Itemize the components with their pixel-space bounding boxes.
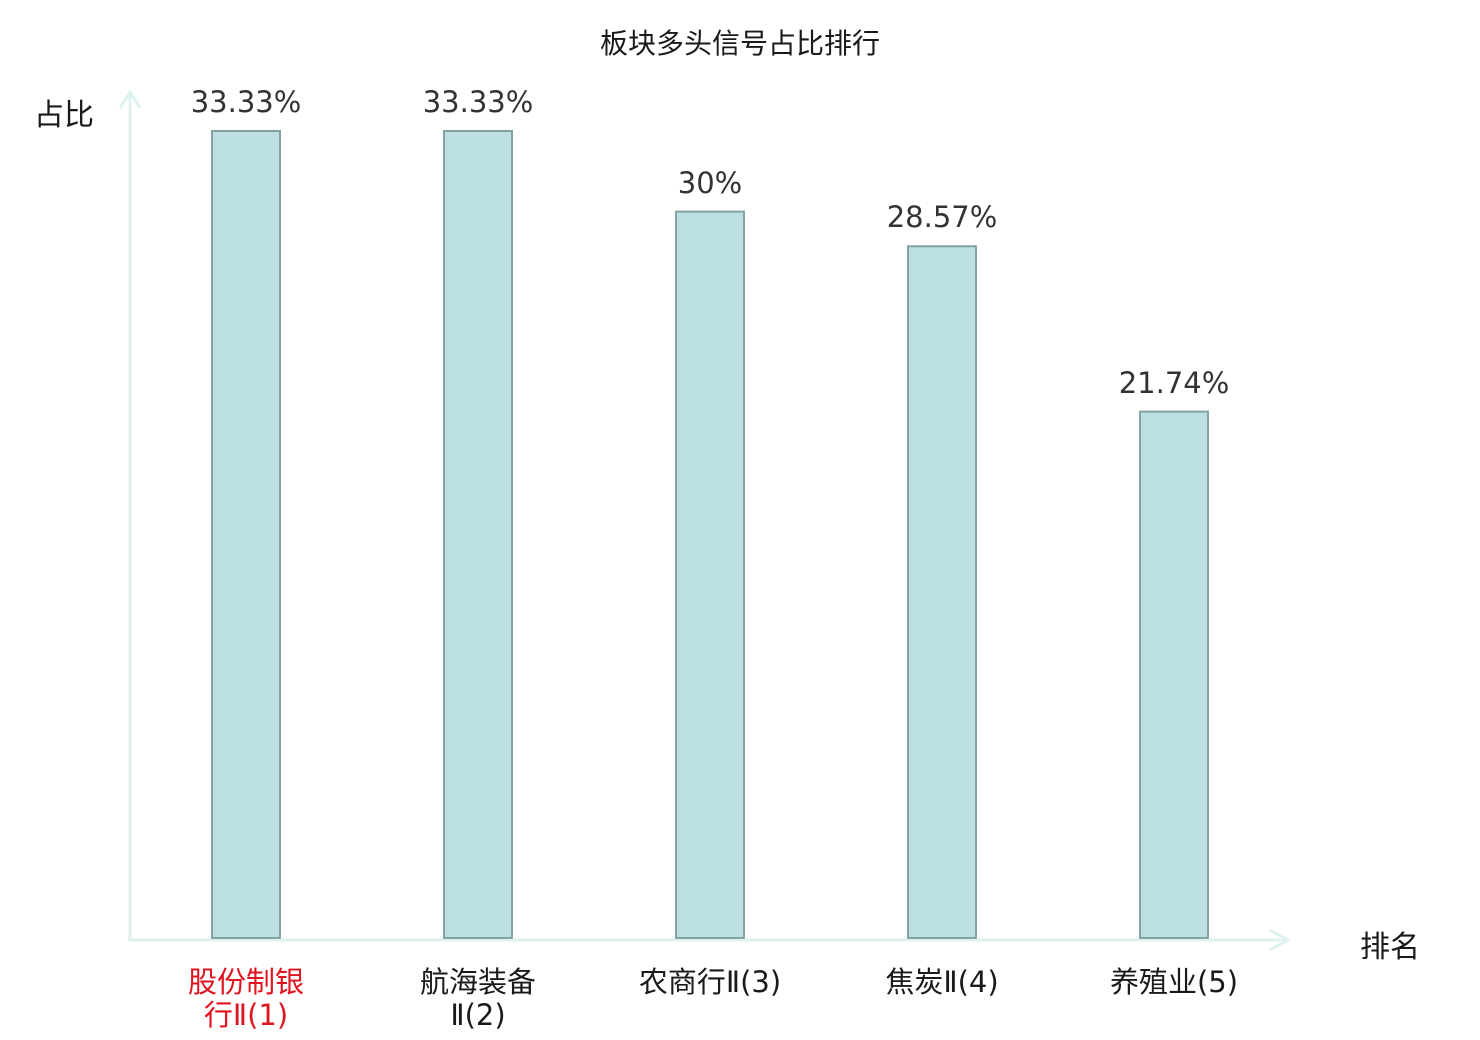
category-label-line1: 股份制银 xyxy=(187,965,304,999)
value-label: 30% xyxy=(677,165,743,200)
category-label: 农商行Ⅱ(3) xyxy=(600,966,820,999)
bar xyxy=(907,245,977,940)
x-axis-label: 排名 xyxy=(1360,930,1420,965)
y-axis-label: 占比 xyxy=(34,98,94,133)
chart-title: 板块多头信号占比排行 xyxy=(599,27,880,60)
bar xyxy=(1139,410,1209,939)
bar xyxy=(211,130,281,939)
bar xyxy=(675,210,745,939)
category-label-line1: 养殖业(5) xyxy=(1109,965,1239,999)
value-label: 28.57% xyxy=(886,200,998,235)
category-label: 航海装备 Ⅱ(2) xyxy=(368,966,588,1032)
category-label: 养殖业(5) xyxy=(1064,966,1284,999)
category-label-line2: 行Ⅱ(1) xyxy=(203,998,289,1032)
value-label: 33.33% xyxy=(190,85,302,119)
y-axis xyxy=(118,89,142,940)
category-label: 焦炭Ⅱ(4) xyxy=(832,966,1052,999)
value-label: 33.33% xyxy=(422,85,534,119)
x-axis-arrow xyxy=(1269,928,1292,952)
category-label-line1: 农商行Ⅱ(3) xyxy=(638,965,782,999)
x-axis xyxy=(128,928,1292,952)
category-label-line1: 焦炭Ⅱ(4) xyxy=(885,965,999,999)
bars-group xyxy=(211,130,1209,940)
y-axis-arrow xyxy=(118,89,142,109)
bar xyxy=(443,130,513,939)
category-label: 股份制银 行Ⅱ(1) xyxy=(136,966,356,1032)
category-label-line1: 航海装备 xyxy=(419,965,536,999)
value-label: 21.74% xyxy=(1118,365,1230,400)
category-label-line2: Ⅱ(2) xyxy=(450,998,506,1032)
